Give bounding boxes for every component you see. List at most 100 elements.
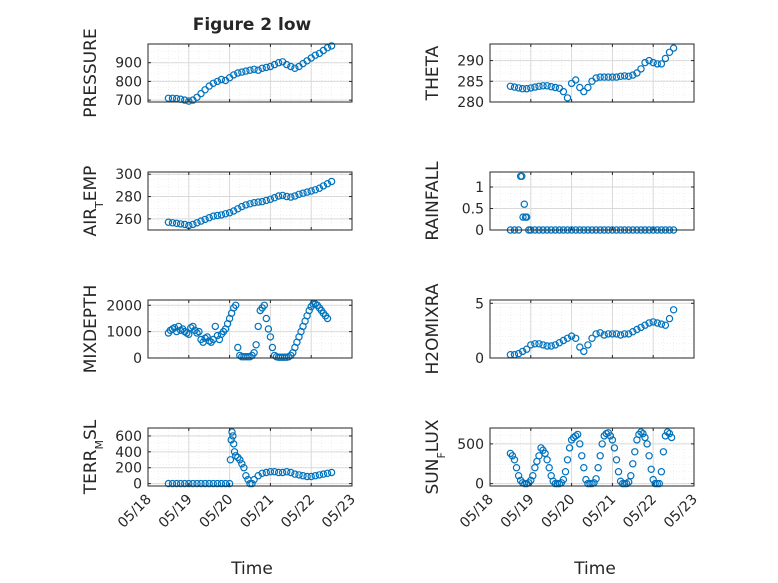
h2omixra-point (620, 330, 629, 338)
terr-msl-point (307, 472, 315, 481)
terr-msl-point (185, 479, 193, 488)
terr-msl-point (226, 456, 235, 464)
pressure-point (201, 86, 209, 94)
terr-msl-point (248, 479, 256, 488)
h2omixra-point (653, 319, 662, 327)
terr-msl-point (225, 479, 234, 488)
air-temp-y-axis-label: AIRTEMP (81, 166, 106, 237)
sun-flux-point (610, 444, 619, 452)
theta-point (612, 73, 621, 81)
theta-point (535, 82, 543, 91)
air-temp-point (234, 205, 242, 213)
terr-msl-point (262, 468, 270, 477)
rainfall-y-tick-label: 0 (475, 223, 484, 239)
sun-flux-y-axis-label: SUNFLUX (423, 419, 448, 494)
sun-flux-point (625, 478, 633, 486)
sun-flux-point (553, 479, 562, 488)
air-temp-point (197, 217, 205, 225)
sun-flux-point (665, 429, 674, 438)
theta-point (665, 48, 674, 57)
h2omixra-point (543, 342, 551, 350)
sun-flux-point (649, 475, 657, 484)
mixdepth-point (170, 324, 179, 332)
terr-msl-x-tick-label: 05/19 (156, 492, 196, 532)
h2omixra-point (580, 347, 588, 356)
terr-msl-point (221, 479, 230, 488)
sun-flux-point (572, 432, 580, 440)
sun-flux-point (531, 464, 539, 472)
sun-flux-point (643, 440, 651, 448)
h2omixra-y-tick-label: 5 (475, 296, 484, 312)
theta-point (547, 82, 555, 91)
pressure-axes-box (147, 43, 353, 103)
h2omixra-point (665, 314, 674, 323)
theta-point (531, 83, 539, 91)
theta-point (616, 72, 625, 81)
theta-point (514, 84, 523, 92)
terr-msl-point (315, 471, 324, 479)
air-temp-point (278, 191, 287, 200)
terr-msl-point (201, 479, 209, 488)
h2omixra-point (633, 325, 641, 334)
mixdepth-point (195, 327, 203, 336)
terr-msl-point (176, 479, 185, 488)
terr-msl-point (242, 472, 250, 480)
theta-y-tick-label: 285 (457, 74, 484, 90)
air-temp-point (254, 198, 262, 206)
theta-point (633, 69, 641, 77)
air-temp-point (209, 212, 217, 220)
theta-y-tick-label: 280 (457, 95, 484, 111)
h2omixra-point (527, 341, 535, 349)
terr-msl-point (228, 428, 236, 436)
terr-msl-point (327, 468, 336, 477)
terr-msl-point (180, 479, 189, 488)
terr-msl-point (193, 479, 201, 488)
air-temp-point (327, 177, 336, 186)
terr-msl-point (311, 472, 319, 480)
terr-msl-point (230, 448, 239, 456)
sun-flux-point (563, 456, 572, 464)
pressure-series (164, 42, 336, 105)
mixdepth-y-axis-label: MIXDEPTH (81, 285, 101, 374)
pressure-point (213, 77, 222, 86)
h2omixra-point (629, 328, 637, 336)
pressure-point (287, 62, 295, 71)
pressure-point (327, 42, 336, 50)
theta-point (576, 83, 584, 92)
subplot-theta: 280 285 290 THETA (423, 43, 695, 111)
h2omixra-point (572, 334, 580, 342)
sun-flux-y-tick-label: 0 (475, 477, 484, 493)
theta-point (510, 83, 519, 91)
subplot-h2omixra: 0 5 H2OMIXRA (423, 283, 695, 375)
subplot-air-temp: 260 280 300 AIRTEMP (81, 166, 353, 237)
sun-flux-series (506, 428, 676, 488)
theta-axes-box (489, 43, 695, 103)
air-temp-point (266, 195, 275, 203)
theta-point (620, 72, 629, 80)
pressure-point (164, 94, 173, 103)
terr-msl-y-tick-label: 600 (115, 429, 142, 445)
terr-msl-point (229, 432, 237, 440)
mixdepth-point (231, 301, 240, 309)
terr-msl-point (270, 468, 279, 476)
sun-flux-point (631, 448, 639, 456)
h2omixra-point (592, 330, 600, 338)
air-temp-point (172, 219, 181, 227)
sun-flux-point (647, 465, 655, 473)
theta-point (653, 60, 662, 68)
pressure-point (238, 68, 246, 76)
terr-msl-point (250, 475, 258, 484)
terr-msl-point (299, 472, 307, 480)
terr-msl-point (274, 468, 283, 477)
terr-msl-point (217, 479, 226, 488)
air-temp-point (168, 219, 177, 227)
h2omixra-point (523, 345, 531, 353)
h2omixra-point (612, 330, 621, 338)
sun-flux-point (535, 452, 543, 460)
sun-flux-point (608, 436, 617, 444)
mixdepth-point (185, 330, 193, 338)
terr-msl-x-tick-label: 05/22 (278, 492, 318, 532)
mixdepth-point (193, 329, 201, 337)
sun-flux-y-tick-label: 500 (457, 437, 484, 453)
